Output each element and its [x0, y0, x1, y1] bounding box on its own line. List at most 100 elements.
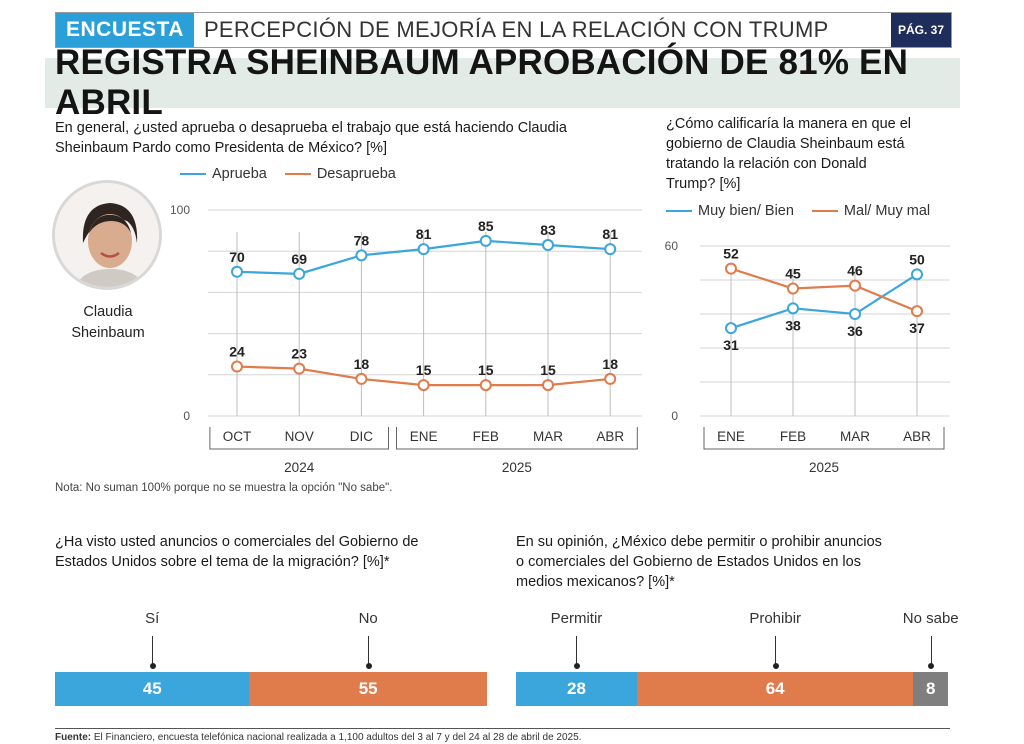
chart1-point — [231, 360, 243, 373]
legend-item-muy-bien: Muy bien/ Bien — [666, 203, 794, 219]
chart2-data-label: 38 — [785, 317, 801, 333]
legend-label-muy-bien: Muy bien/ Bien — [698, 203, 794, 219]
chart4-category-label: Permitir — [550, 610, 603, 627]
chart1-point — [355, 249, 368, 262]
source-label: Fuente: — [55, 732, 92, 743]
person-last-name: Sheinbaum — [71, 325, 145, 341]
chart1-category-label: OCT — [223, 429, 252, 444]
section-tag: ENCUESTA — [56, 13, 194, 47]
chart1-data-label: 78 — [354, 232, 370, 248]
chart4-question-line1: En su opinión, ¿México debe permitir o p… — [516, 534, 882, 550]
chart2-year-bracket — [703, 427, 945, 450]
chart4-question-line2: o comerciales del Gobierno de Estados Un… — [516, 554, 861, 570]
portrait-photo — [52, 180, 162, 290]
section-header: ENCUESTA PERCEPCIÓN DE MEJORÍA EN LA REL… — [55, 12, 952, 48]
chart3-segment: 45 — [55, 672, 250, 706]
chart2-data-label: 31 — [723, 337, 739, 353]
chart2-ytick-label: 0 — [671, 409, 678, 423]
chart1-year-label: 2024 — [284, 460, 315, 475]
chart3-category-label: No — [358, 610, 378, 627]
chart1-data-label: 69 — [291, 251, 307, 267]
chart1-category-label: NOV — [285, 429, 314, 444]
chart1-data-label: 24 — [229, 344, 245, 360]
chart2-data-label: 46 — [847, 263, 863, 279]
chart4-segment: 8 — [913, 672, 948, 706]
chart2-question-line4: Trump? [%] — [666, 176, 741, 192]
chart3-question: ¿Ha visto usted anuncios o comerciales d… — [55, 532, 505, 572]
legend-swatch-mal — [811, 210, 838, 212]
chart2-point — [849, 279, 861, 292]
chart2-ytick-label: 60 — [665, 239, 679, 253]
chart1-data-label: 83 — [540, 222, 556, 238]
chart4-category-label: Prohibir — [749, 610, 802, 627]
chart4-segment: 28 — [516, 672, 637, 706]
chart2-data-label: 50 — [909, 251, 925, 267]
chart4-bar: 28 64 8 — [516, 672, 948, 706]
chart2-point — [787, 282, 799, 295]
chart2-point — [911, 305, 923, 318]
chart-note: Nota: No suman 100% porque no se muestra… — [55, 482, 393, 494]
chart3-pointer-line — [152, 636, 154, 666]
chart1-year-bracket — [209, 427, 389, 450]
chart1-point — [479, 379, 492, 392]
footer-divider — [55, 728, 950, 729]
chart1-point — [604, 372, 617, 385]
headline-text: REGISTRA SHEINBAUM APROBACIÓN DE 81% EN … — [55, 43, 909, 122]
chart2-question: ¿Cómo calificaría la manera en que el go… — [666, 114, 966, 194]
chart2-point — [911, 268, 923, 281]
chart2-question-line3: tratando la relación con Donald — [666, 156, 867, 172]
chart1-year-label: 2025 — [502, 460, 532, 475]
chart2-legend: Muy bien/ Bien Mal/ Muy mal — [666, 203, 948, 219]
chart1-data-label: 18 — [354, 356, 370, 372]
chart1-point — [293, 267, 306, 280]
chart3-bar: 45 55 — [55, 672, 487, 706]
legend-swatch-desaprueba — [284, 173, 311, 175]
chart1-point — [542, 379, 554, 392]
chart4-category-label: No sabe — [902, 610, 959, 627]
chart1-category-label: ENE — [410, 429, 438, 444]
chart1-point — [417, 243, 430, 256]
chart4-question: En su opinión, ¿México debe permitir o p… — [516, 532, 956, 592]
chart4-pointer-line — [576, 636, 578, 666]
chart1-point — [479, 234, 492, 247]
chart1-data-label: 15 — [478, 362, 494, 378]
source-text: El Financiero, encuesta telefónica nacio… — [91, 732, 582, 743]
chart1-data-label: 18 — [602, 356, 618, 372]
chart2-data-label: 37 — [909, 320, 925, 336]
legend-swatch-muy-bien — [666, 210, 692, 212]
legend-label-mal: Mal/ Muy mal — [843, 203, 931, 219]
legend-item-desaprueba: Desaprueba — [284, 166, 396, 182]
chart2-data-label: 52 — [723, 246, 739, 262]
chart2-year-label: 2025 — [809, 460, 839, 475]
chart1-category-label: ABR — [596, 429, 624, 444]
portrait-illustration — [55, 183, 159, 287]
chart3-question-line2: Estados Unidos sobre el tema de la migra… — [55, 554, 390, 570]
chart2-category-label: ENE — [717, 429, 745, 444]
section-title: PERCEPCIÓN DE MEJORÍA EN LA RELACIÓN CON… — [203, 17, 829, 42]
chart4-question-line3: medios mexicanos? [%]* — [516, 574, 675, 590]
chart1-ytick-label: 100 — [170, 203, 190, 217]
source-line: Fuente: El Financiero, encuesta telefóni… — [55, 732, 581, 743]
chart3-category-label: Sí — [145, 610, 160, 627]
chart3-pointer-dot — [365, 663, 372, 669]
page-number: PÁG. 37 — [891, 13, 951, 47]
headline: REGISTRA SHEINBAUM APROBACIÓN DE 81% EN … — [45, 43, 960, 122]
chart4-pointer-dot — [772, 663, 779, 669]
chart1-category-label: DIC — [350, 429, 374, 444]
legend-item-mal: Mal/ Muy mal — [811, 203, 931, 219]
legend-label-desaprueba: Desaprueba — [316, 166, 396, 182]
chart1-legend: Aprueba Desaprueba — [180, 166, 414, 182]
chart1-ytick-label: 0 — [183, 409, 190, 423]
legend-item-aprueba: Aprueba — [180, 166, 267, 182]
chart2-category-label: MAR — [840, 429, 870, 444]
chart2-point — [787, 302, 799, 315]
chart2-question-line1: ¿Cómo calificaría la manera en que el — [666, 116, 912, 132]
chart1-data-label: 15 — [416, 362, 432, 378]
chart1-point — [417, 379, 430, 392]
chart1-data-label: 23 — [291, 346, 307, 362]
chart1-data-label: 70 — [229, 249, 245, 265]
chart1-question: En general, ¿usted aprueba o desaprueba … — [55, 118, 655, 158]
chart2-point — [725, 322, 737, 335]
chart2-data-label: 45 — [785, 266, 801, 282]
